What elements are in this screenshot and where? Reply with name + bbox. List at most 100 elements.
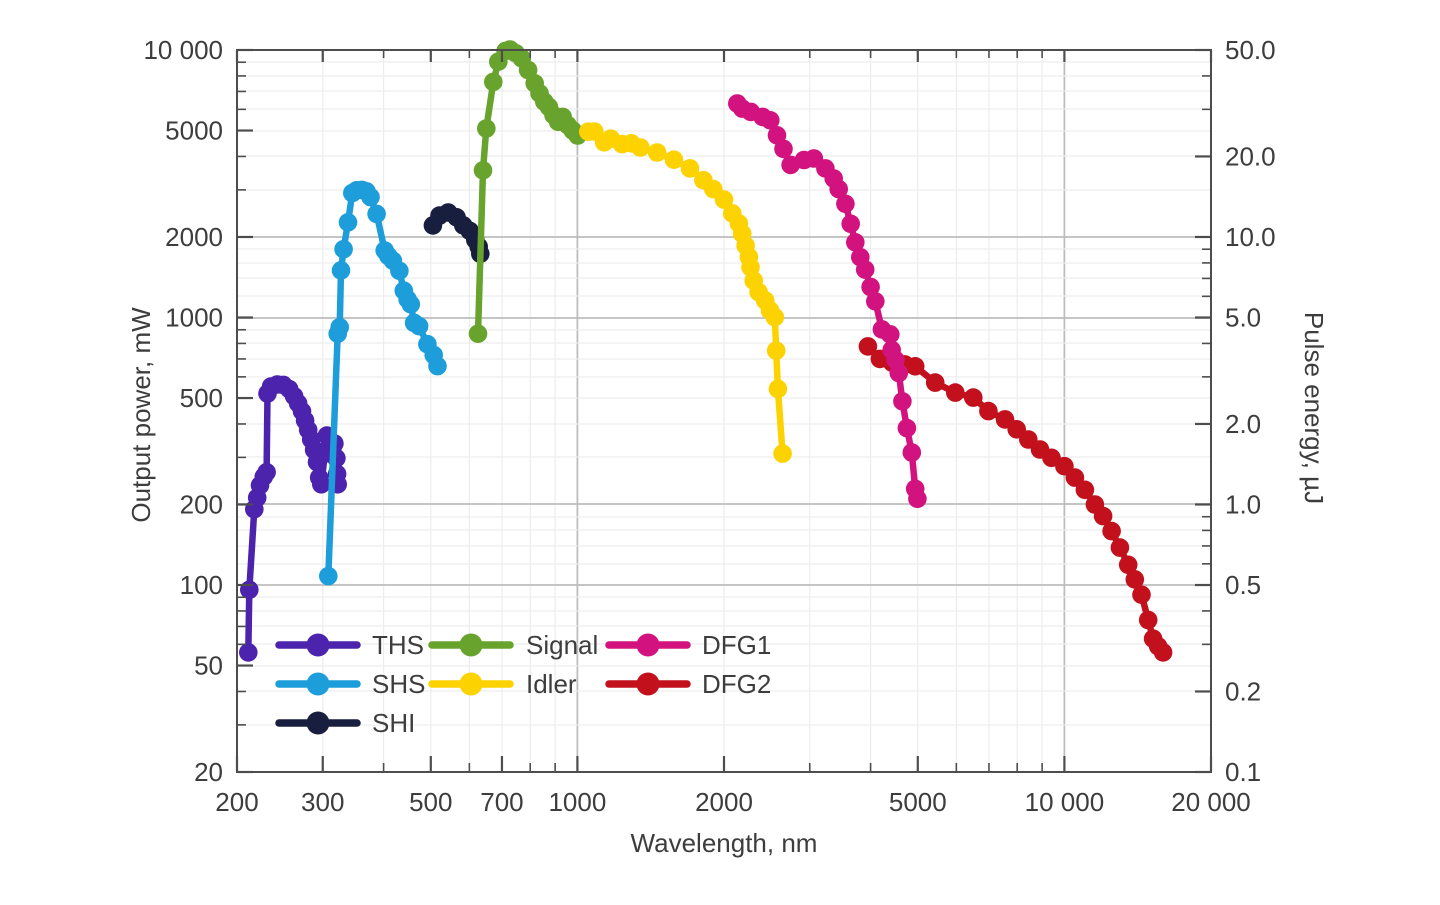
legend: THS SHS SHI Signal Idler DFG1 DFG2 <box>275 630 771 738</box>
x-tick-label: 500 <box>409 787 452 817</box>
data-point <box>1132 585 1151 604</box>
data-point <box>1153 643 1173 662</box>
legend-label: Idler <box>526 669 577 699</box>
x-tick-label: 700 <box>480 787 523 817</box>
data-point <box>312 475 331 494</box>
series-dfg2 <box>858 337 1173 662</box>
series-ths <box>239 375 348 662</box>
data-point <box>477 119 496 138</box>
y-right-tick-label: 2.0 <box>1225 409 1261 439</box>
data-point <box>331 261 351 280</box>
legend-label: DFG2 <box>702 669 771 699</box>
x-tick-label: 20 000 <box>1171 787 1251 817</box>
data-point <box>714 190 734 209</box>
series-layer <box>239 40 1173 662</box>
y-right-tick-label: 1.0 <box>1225 489 1261 519</box>
y-right-tick-label: 0.1 <box>1225 757 1261 787</box>
data-point <box>774 139 793 159</box>
data-point <box>1102 521 1121 541</box>
legend-label: DFG1 <box>702 630 771 660</box>
data-point <box>836 194 855 214</box>
legend-item-dfg2: DFG2 <box>605 669 771 699</box>
data-point <box>841 214 860 234</box>
data-point <box>905 357 925 376</box>
data-point <box>768 379 788 399</box>
y-right-tick-label: 20.0 <box>1225 141 1276 171</box>
data-point <box>409 316 429 336</box>
data-point <box>889 363 909 383</box>
data-point <box>338 213 358 232</box>
data-point <box>946 383 965 402</box>
legend-item-ths: THS <box>275 630 424 660</box>
y-left-tick-label: 100 <box>180 570 223 600</box>
data-point <box>846 233 865 252</box>
y-left-tick-label: 2000 <box>165 222 223 252</box>
legend-marker-dot <box>636 633 660 657</box>
data-point <box>855 260 875 279</box>
data-point <box>893 392 912 411</box>
tick-labels: 200 300 500 700 1000 2000 5000 10 000 20 000 10 0… <box>143 35 1275 817</box>
y-left-tick-label: 5000 <box>165 116 223 146</box>
data-point <box>1093 506 1113 526</box>
x-tick-label: 1000 <box>548 787 606 817</box>
data-point <box>428 356 447 376</box>
data-point <box>240 580 259 600</box>
y-left-tick-label: 200 <box>180 489 223 519</box>
data-point <box>647 143 667 162</box>
axis-ticks <box>235 48 1213 774</box>
legend-item-signal: Signal <box>428 630 598 660</box>
data-point <box>680 159 700 178</box>
legend-item-idler: Idler <box>428 669 577 699</box>
data-point <box>925 373 945 392</box>
y-left-tick-label: 20 <box>194 757 223 787</box>
legend-label: Signal <box>526 630 598 660</box>
data-point <box>773 444 792 463</box>
data-point <box>239 643 258 662</box>
x-tick-label: 300 <box>301 787 344 817</box>
data-point <box>631 138 650 157</box>
legend-item-shs: SHS <box>275 669 425 699</box>
data-point <box>1075 480 1095 500</box>
data-point <box>761 111 780 130</box>
gridlines <box>237 50 1211 772</box>
data-point <box>766 341 786 360</box>
y-left-tick-label: 10 000 <box>143 35 223 65</box>
legend-marker-dot <box>306 672 330 696</box>
x-tick-label: 10 000 <box>1025 787 1105 817</box>
legend-marker-dot <box>636 672 660 696</box>
data-point <box>902 443 922 462</box>
legend-marker-dot <box>459 633 483 657</box>
y-left-tick-label: 1000 <box>165 303 223 333</box>
data-point <box>257 462 276 482</box>
data-point <box>765 307 785 327</box>
data-point <box>858 337 878 356</box>
data-point <box>484 72 503 92</box>
legend-item-dfg1: DFG1 <box>605 630 771 660</box>
data-point <box>1118 555 1138 575</box>
y-right-tick-label: 5.0 <box>1225 303 1261 333</box>
x-tick-label: 200 <box>215 787 258 817</box>
data-point <box>979 401 998 421</box>
x-tick-label: 5000 <box>889 787 947 817</box>
data-point <box>829 179 848 199</box>
data-point <box>1125 570 1145 589</box>
y-left-tick-label: 50 <box>194 651 223 681</box>
data-point <box>964 388 983 407</box>
x-axis-title: Wavelength, nm <box>631 828 818 858</box>
legend-item-shi: SHI <box>275 708 415 738</box>
y-right-tick-label: 50.0 <box>1225 35 1276 65</box>
x-tick-label: 2000 <box>695 787 753 817</box>
data-point <box>1138 610 1158 630</box>
data-point <box>361 187 380 207</box>
legend-marker-dot <box>306 633 330 657</box>
y-left-tick-label: 500 <box>180 383 223 413</box>
series-ths-line <box>245 381 341 656</box>
data-point <box>319 566 338 586</box>
series-signal <box>468 40 587 344</box>
data-point <box>468 324 488 344</box>
series-signal-line <box>474 46 581 337</box>
series-idler <box>579 122 792 463</box>
legend-marker-dot <box>306 711 330 735</box>
